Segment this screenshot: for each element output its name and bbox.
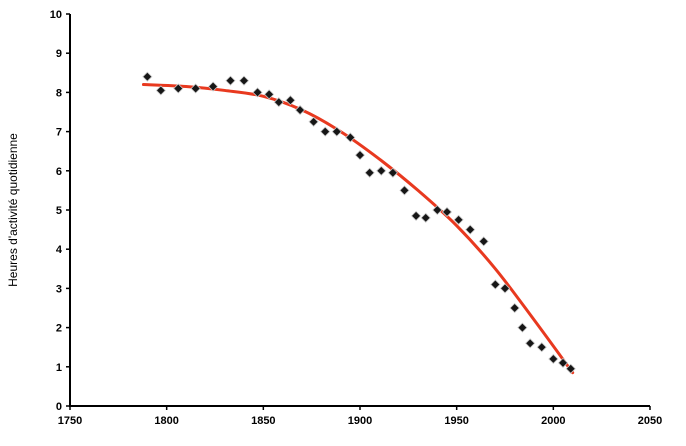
y-tick-label: 10	[50, 9, 62, 21]
scatter-point	[441, 206, 453, 218]
scatter-point	[411, 210, 422, 221]
scatter-point	[173, 83, 184, 94]
scatter-point	[142, 71, 153, 82]
scatter-point	[565, 363, 576, 374]
y-tick-label: 5	[56, 205, 62, 217]
scatter-point	[190, 83, 201, 94]
y-tick-label: 0	[56, 401, 62, 413]
scatter-point	[295, 104, 306, 116]
scatter-point	[308, 116, 319, 127]
scatter-point	[387, 167, 398, 178]
scatter-point	[331, 126, 342, 137]
x-tick-label: 1900	[348, 415, 372, 427]
x-tick-label: 2050	[638, 415, 662, 427]
scatter-point	[490, 279, 501, 290]
scatter-point	[225, 75, 236, 86]
scatter-point	[509, 302, 520, 314]
x-tick-label: 1800	[154, 415, 178, 427]
scatter-point	[345, 132, 356, 143]
y-tick-label: 1	[56, 362, 62, 374]
y-axis-title: Heures d'activité quotidienne	[6, 133, 20, 287]
scatter-point	[155, 85, 166, 96]
y-tick-label: 2	[56, 323, 62, 335]
x-tick-label: 2000	[541, 415, 565, 427]
y-tick-label: 7	[56, 127, 62, 139]
scatter-points-layer	[142, 71, 576, 374]
scatter-point	[273, 97, 284, 108]
x-tick-label: 1750	[58, 415, 82, 427]
y-tick-label: 6	[56, 166, 62, 178]
scatter-point	[432, 204, 443, 216]
scatter-point	[354, 150, 366, 161]
y-tick-label: 9	[56, 48, 62, 60]
scatter-point	[399, 185, 410, 196]
trend-line-layer	[141, 83, 575, 375]
tick-labels-layer: 1750 1800 1850 1900 1950 2000 2050 0 1 2 3 4 5 6 7 8 9 10	[50, 9, 662, 427]
scatter-point	[420, 212, 431, 223]
scatter-point	[376, 165, 387, 176]
scatter-point	[499, 283, 511, 294]
scatter-point	[264, 89, 275, 100]
scatter-point	[238, 75, 250, 86]
x-tick-label: 1850	[251, 415, 275, 427]
scatter-point	[525, 338, 536, 349]
scatter-point	[517, 322, 528, 333]
scatter-point	[453, 214, 464, 225]
trend-line	[141, 83, 575, 375]
x-tick-label: 1950	[444, 415, 468, 427]
y-tick-label: 4	[56, 244, 63, 256]
scatter-point	[252, 87, 263, 98]
y-tick-label: 8	[56, 87, 62, 99]
scatter-point	[536, 342, 547, 353]
scatter-point	[465, 224, 476, 235]
scatter-point	[320, 126, 331, 137]
axes-layer	[66, 13, 651, 410]
scatter-point	[548, 353, 559, 365]
scatter-point	[285, 95, 296, 106]
scatter-point	[364, 167, 375, 178]
scatter-point	[478, 236, 489, 247]
y-tick-label: 3	[56, 283, 62, 295]
scatter-point	[557, 357, 569, 368]
scatter-point	[208, 81, 219, 92]
